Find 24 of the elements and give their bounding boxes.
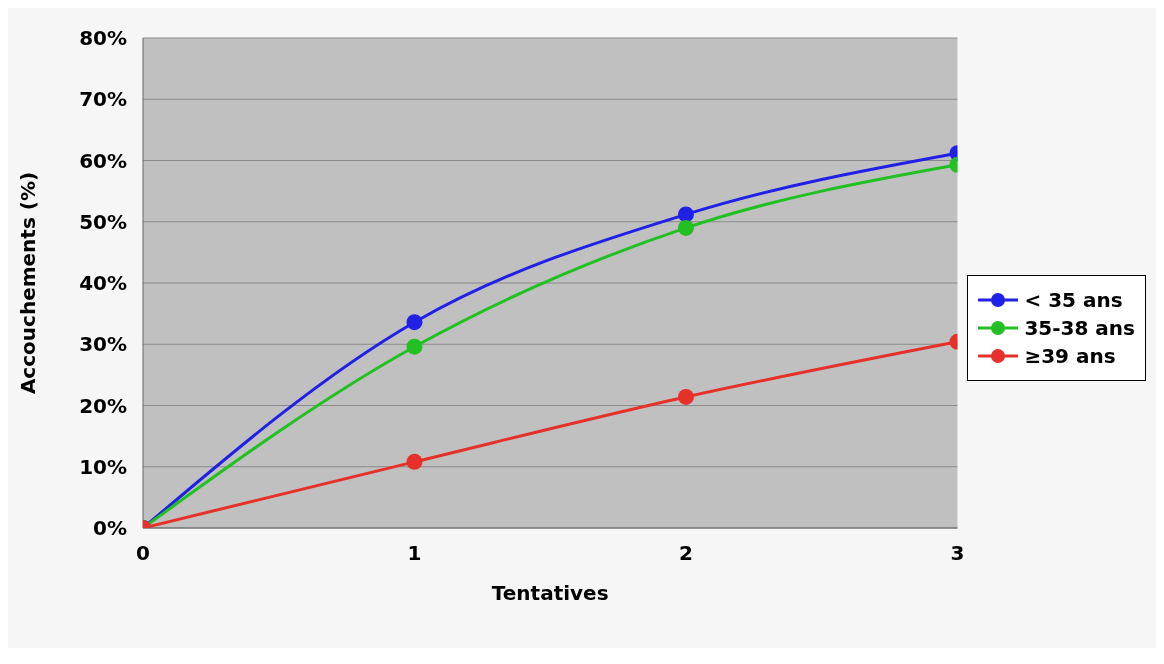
- point: [406, 314, 423, 331]
- x-tick-label: 3: [950, 541, 965, 566]
- y-axis-title: Accouchements (%): [16, 171, 41, 395]
- legend-label: 35-38 ans: [1024, 316, 1135, 340]
- y-tick-label: 20%: [79, 393, 127, 418]
- y-tick-label: 70%: [79, 87, 127, 112]
- y-tick-label: 50%: [79, 209, 127, 234]
- point: [677, 388, 694, 405]
- y-tick-label: 10%: [79, 454, 127, 479]
- x-tick-label: 0: [136, 541, 150, 566]
- y-tick-label: 80%: [79, 26, 127, 51]
- legend-label: ≥39 ans: [1024, 344, 1116, 368]
- y-tick-label: 0%: [93, 516, 127, 541]
- x-tick-label: 2: [678, 541, 693, 566]
- x-tick-label: 1: [407, 541, 422, 566]
- x-axis-title: Tentatives: [491, 581, 609, 605]
- point: [406, 453, 423, 470]
- legend-label: < 35 ans: [1024, 288, 1123, 312]
- point: [406, 338, 423, 355]
- y-tick-label: 30%: [79, 332, 127, 357]
- y-tick-label: 60%: [79, 148, 127, 173]
- y-tick-label: 40%: [79, 271, 127, 296]
- point: [677, 206, 694, 223]
- point: [677, 219, 694, 236]
